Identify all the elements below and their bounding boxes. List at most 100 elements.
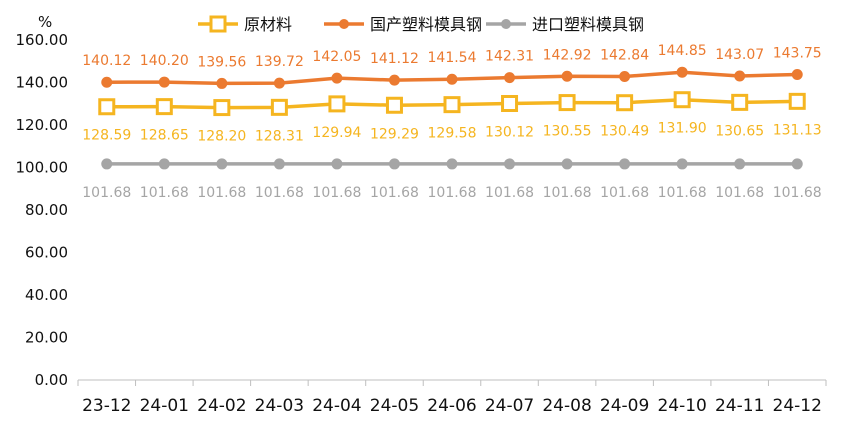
data-label: 143.07 xyxy=(715,47,764,63)
data-label: 101.68 xyxy=(428,185,477,201)
data-point xyxy=(213,99,231,117)
data-label: 129.94 xyxy=(312,125,361,141)
data-point xyxy=(331,72,343,84)
data-label: 142.84 xyxy=(600,47,649,63)
legend-item: 进口塑料模具钢 xyxy=(486,15,644,34)
data-label: 140.12 xyxy=(82,53,131,69)
data-label: 139.56 xyxy=(197,54,246,70)
data-point xyxy=(216,158,228,170)
data-point xyxy=(619,70,631,82)
data-point xyxy=(101,158,113,170)
x-tick-label: 24-07 xyxy=(485,396,534,416)
data-label: 101.68 xyxy=(255,185,304,201)
x-axis: 23-12 24-01 24-02 24-03 24-04 24-05 24-06 24-07… xyxy=(77,379,827,416)
data-point xyxy=(158,158,170,170)
data-label: 101.68 xyxy=(140,185,189,201)
x-tick-label: 24-02 xyxy=(197,396,246,416)
data-label: 130.65 xyxy=(715,123,764,139)
legend-label: 原材料 xyxy=(244,15,292,34)
legend-label: 进口塑料模具钢 xyxy=(532,15,644,34)
y-tick-label: 20.00 xyxy=(25,329,68,347)
data-point xyxy=(616,94,634,112)
y-tick-label: 0.00 xyxy=(35,371,68,389)
data-point xyxy=(791,69,803,81)
data-label: 142.05 xyxy=(312,49,361,65)
y-tick-label: 140.00 xyxy=(16,74,69,92)
data-point xyxy=(501,94,519,112)
data-point xyxy=(216,77,228,89)
data-label: 101.68 xyxy=(658,185,707,201)
data-point xyxy=(273,158,285,170)
y-unit-label: % xyxy=(38,13,52,31)
legend: 原材料 国产塑料模具钢 进口塑料模具钢 xyxy=(198,15,644,34)
x-tick-label: 24-04 xyxy=(312,396,361,416)
data-label: 101.68 xyxy=(600,185,649,201)
data-labels: 128.59 128.65 128.20 128.31 129.94 129.29 129.… xyxy=(82,43,821,201)
data-point xyxy=(734,158,746,170)
data-point xyxy=(98,98,116,116)
data-point xyxy=(676,66,688,78)
series-layer xyxy=(98,66,806,170)
data-point xyxy=(558,94,576,112)
data-point xyxy=(385,96,403,114)
data-label: 141.12 xyxy=(370,51,419,67)
legend-swatch-marker xyxy=(339,19,349,29)
data-label: 143.75 xyxy=(773,46,822,62)
x-tick-label: 24-10 xyxy=(657,396,706,416)
x-tick-label: 24-12 xyxy=(773,396,822,416)
data-label: 129.29 xyxy=(370,126,419,142)
x-tick-label: 24-06 xyxy=(427,396,476,416)
data-point xyxy=(561,158,573,170)
data-point xyxy=(273,77,285,89)
data-label: 130.49 xyxy=(600,124,649,140)
data-point xyxy=(731,93,749,111)
data-point xyxy=(446,158,458,170)
data-point xyxy=(101,76,113,88)
y-axis: 0.00 20.00 40.00 60.00 80.00 100.00 120.00 140.… xyxy=(16,31,69,389)
data-label: 144.85 xyxy=(658,43,707,59)
x-tick-label: 24-08 xyxy=(542,396,591,416)
x-tick-label: 24-09 xyxy=(600,396,649,416)
y-tick-label: 80.00 xyxy=(25,201,68,219)
data-label: 128.59 xyxy=(82,128,131,144)
data-point xyxy=(561,70,573,82)
data-point xyxy=(328,95,346,113)
data-label: 141.54 xyxy=(428,50,477,66)
data-label: 101.68 xyxy=(82,185,131,201)
data-point xyxy=(791,158,803,170)
data-point xyxy=(388,158,400,170)
data-label: 101.68 xyxy=(370,185,419,201)
data-label: 101.68 xyxy=(312,185,361,201)
data-point xyxy=(443,96,461,114)
data-point xyxy=(446,73,458,85)
data-point xyxy=(734,70,746,82)
legend-swatch-marker xyxy=(209,15,227,33)
data-label: 101.68 xyxy=(197,185,246,201)
data-point xyxy=(504,158,516,170)
x-tick-label: 24-11 xyxy=(715,396,764,416)
x-tick-label: 24-05 xyxy=(370,396,419,416)
legend-item: 原材料 xyxy=(198,15,292,34)
data-point xyxy=(270,98,288,116)
data-label: 142.92 xyxy=(543,47,592,63)
y-tick-label: 100.00 xyxy=(16,159,69,177)
data-label: 130.55 xyxy=(543,124,592,140)
data-point xyxy=(673,91,691,109)
data-point xyxy=(619,158,631,170)
y-tick-label: 160.00 xyxy=(16,31,69,49)
data-point xyxy=(388,74,400,86)
legend-swatch-marker xyxy=(501,19,511,29)
data-label: 101.68 xyxy=(543,185,592,201)
data-point xyxy=(788,92,806,110)
y-tick-label: 120.00 xyxy=(16,116,69,134)
x-tick-label: 24-01 xyxy=(140,396,189,416)
y-tick-label: 60.00 xyxy=(25,244,68,262)
x-tick-label: 23-12 xyxy=(82,396,131,416)
x-tick-label: 24-03 xyxy=(255,396,304,416)
data-label: 131.90 xyxy=(658,121,707,137)
data-label: 101.68 xyxy=(715,185,764,201)
y-tick-label: 40.00 xyxy=(25,286,68,304)
data-label: 142.31 xyxy=(485,49,534,65)
data-label: 131.13 xyxy=(773,122,822,138)
